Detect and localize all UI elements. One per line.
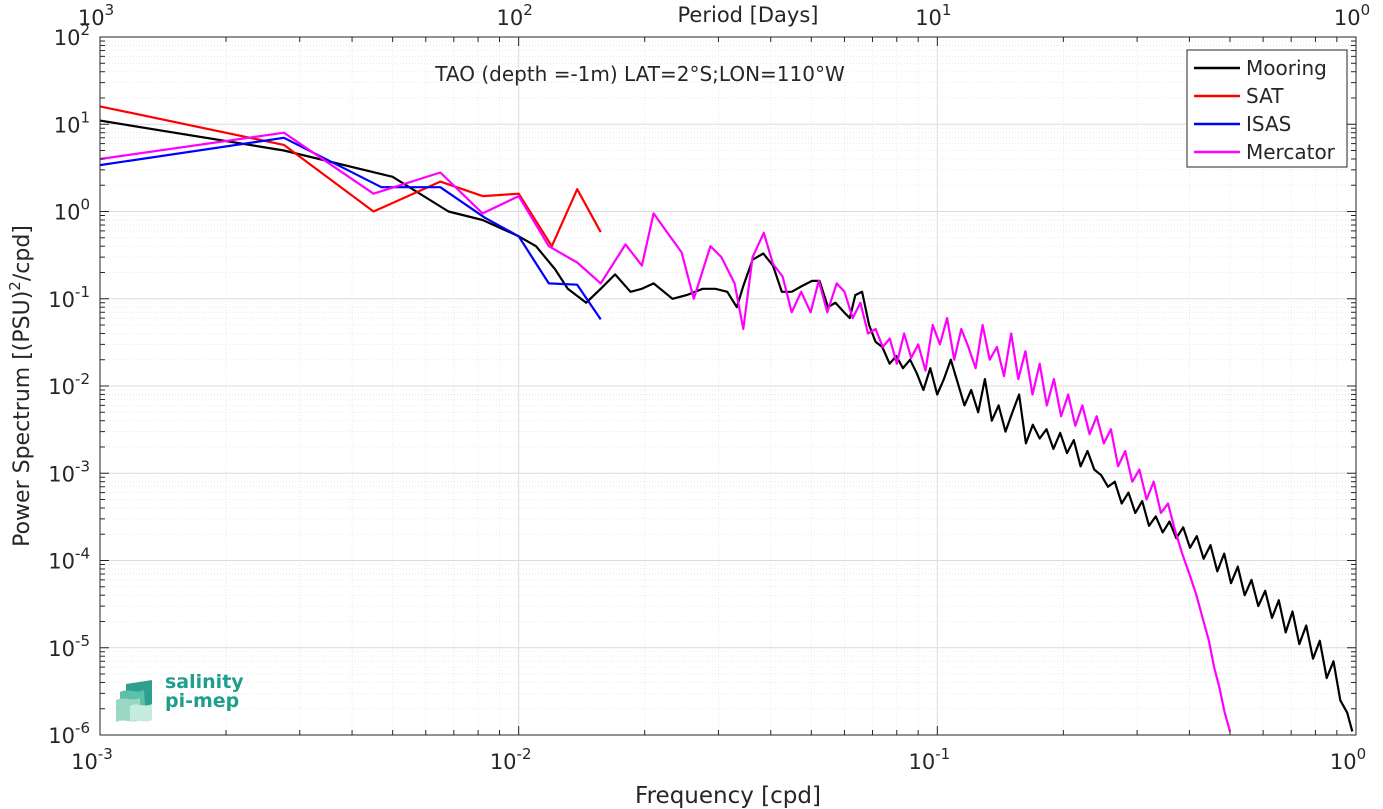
top-tick-label-exp: 1: [942, 1, 952, 19]
y-tick-label: 10-1: [48, 283, 90, 312]
x-tick-label-base: 10: [908, 750, 935, 774]
x-tick-label: 10-1: [908, 745, 950, 774]
x-tick-label-base: 10: [71, 750, 98, 774]
logo-waves-icon: [116, 680, 152, 722]
y-tick-label-base: 10: [48, 375, 75, 399]
axis-ticks: [99, 36, 1357, 736]
legend-label-sat: SAT: [1246, 84, 1284, 108]
y-tick-label-base: 10: [48, 550, 75, 574]
x-tick-label-exp: 0: [1357, 745, 1367, 763]
y-tick-label-exp: -5: [75, 632, 90, 650]
logo-line-pi-mep: pi-mep: [165, 690, 240, 712]
y-tick-label: 10-3: [48, 457, 90, 486]
legend: Mooring SAT ISAS Mercator: [1186, 49, 1348, 168]
series-line-sat: [99, 105, 602, 248]
top-tick-label-base: 10: [78, 6, 105, 30]
series-layer: [99, 105, 1354, 732]
salinity-pi-mep-logo: salinity pi-mep: [116, 672, 266, 724]
top-axis-label: Period [Days]: [678, 3, 819, 27]
top-tick-label-exp: 3: [105, 1, 115, 19]
y-tick-label: 10-4: [48, 545, 90, 574]
x-tick-label: 10-2: [490, 745, 532, 774]
top-tick-label-base: 10: [915, 6, 942, 30]
logo-line-salinity: salinity: [165, 671, 244, 693]
x-tick-label-base: 10: [1330, 750, 1357, 774]
top-tick-label: 102: [497, 1, 533, 30]
y-tick-label-base: 10: [54, 113, 81, 137]
y-tick-label-exp: -4: [75, 545, 90, 563]
top-tick-label: 103: [78, 1, 114, 30]
y-tick-label-exp: -1: [75, 283, 90, 301]
x-tick-label: 10-3: [71, 745, 113, 774]
top-tick-label: 101: [915, 1, 951, 30]
y-tick-label: 101: [54, 108, 90, 137]
legend-box: [1186, 49, 1348, 168]
top-tick-label-base: 10: [497, 6, 524, 30]
logo-text: salinity pi-mep: [165, 673, 244, 711]
y-tick-label-base: 10: [54, 201, 81, 225]
x-tick-label-base: 10: [490, 750, 517, 774]
y-axis-label: Power Spectrum [(PSU)2/cpd]: [6, 225, 35, 547]
x-tick-label-exp: -2: [517, 745, 532, 763]
y-tick-label: 10-6: [48, 719, 90, 748]
x-tick-label-exp: -3: [98, 745, 113, 763]
x-tick-label: 100: [1330, 745, 1366, 774]
y-tick-label-base: 10: [48, 637, 75, 661]
y-tick-label-base: 10: [54, 26, 81, 50]
x-axis-label: Frequency [cpd]: [635, 783, 821, 809]
x-tick-label-exp: -1: [935, 745, 950, 763]
grid-major: [99, 37, 1356, 736]
top-tick-label: 100: [1334, 1, 1370, 30]
top-tick-label-base: 10: [1334, 6, 1361, 30]
y-tick-label: 100: [54, 196, 90, 225]
y-tick-label-exp: -6: [75, 719, 90, 737]
y-tick-label-base: 10: [48, 462, 75, 486]
y-tick-label: 10-2: [48, 370, 90, 399]
y-tick-label-exp: 0: [80, 196, 90, 214]
y-axis-label-sup: 2: [6, 281, 24, 291]
top-tick-label-exp: 2: [523, 1, 533, 19]
y-tick-label: 10-5: [48, 632, 90, 661]
legend-items: Mooring SAT ISAS Mercator: [1194, 56, 1336, 164]
y-axis-label-main: Power Spectrum [(PSU): [10, 291, 35, 547]
y-tick-label-exp: -2: [75, 370, 90, 388]
legend-label-mercator: Mercator: [1246, 140, 1336, 164]
legend-label-mooring: Mooring: [1246, 56, 1327, 80]
series-line-mercator: [99, 131, 1232, 732]
legend-label-isas: ISAS: [1246, 112, 1291, 136]
top-tick-label-exp: 0: [1361, 1, 1371, 19]
y-tick-label-base: 10: [48, 724, 75, 748]
series-line-mooring: [99, 119, 1354, 732]
y-tick-label-base: 10: [48, 288, 75, 312]
y-axis-label-tail: /cpd]: [10, 225, 35, 281]
y-tick-label-exp: 1: [80, 108, 90, 126]
y-tick-label-exp: -3: [75, 457, 90, 475]
chart-title: TAO (depth =-1m) LAT=2°S;LON=110°W: [434, 62, 845, 86]
y-tick-label: 102: [54, 21, 90, 50]
y-tick-label-exp: 2: [80, 21, 90, 39]
